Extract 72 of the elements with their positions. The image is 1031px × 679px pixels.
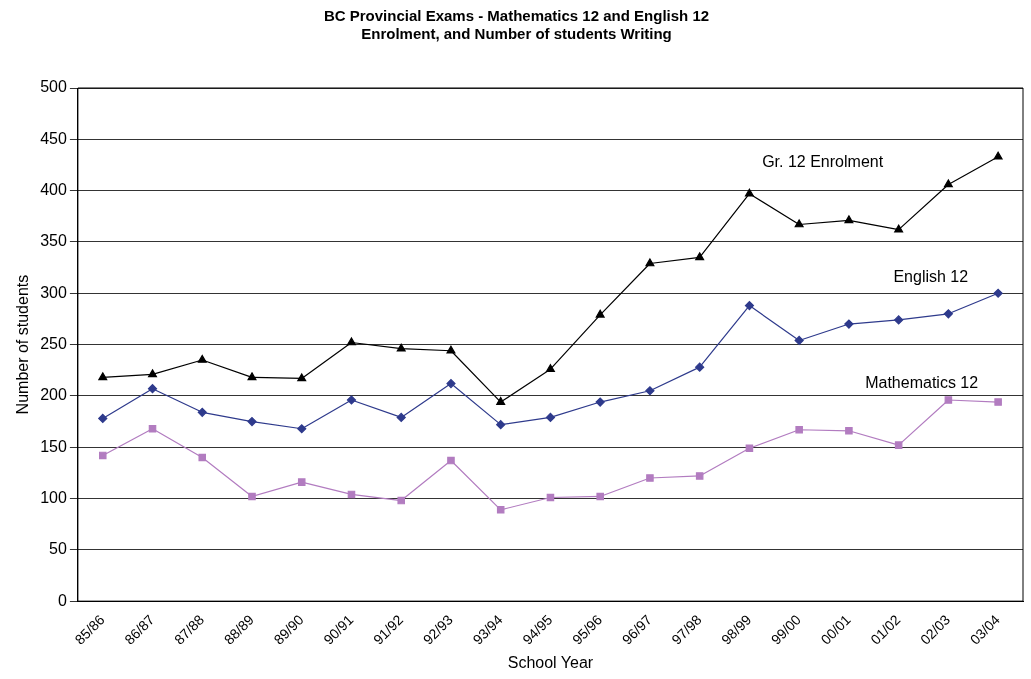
point (795, 425, 803, 434)
point (247, 372, 257, 381)
y-tick-label: 450 (40, 129, 67, 147)
point (894, 441, 903, 449)
point (844, 215, 854, 224)
point (545, 364, 555, 373)
point (197, 407, 207, 417)
point (496, 506, 505, 514)
point (446, 345, 456, 354)
y-tick-label: 200 (40, 386, 67, 404)
point (744, 188, 754, 197)
point (447, 456, 455, 465)
point (595, 397, 605, 407)
point (148, 424, 157, 433)
point (744, 300, 755, 311)
point (596, 492, 604, 501)
series-label: Mathematics 12 (865, 374, 979, 392)
point (297, 424, 307, 434)
y-tick-label: 0 (57, 591, 67, 609)
point (695, 362, 705, 372)
point (844, 319, 854, 329)
point (248, 492, 256, 501)
point (993, 151, 1003, 160)
point (346, 395, 357, 405)
y-axis-title: Number of students (14, 274, 32, 415)
x-axis-title: School Year (507, 653, 594, 671)
point (197, 354, 207, 363)
point (297, 373, 307, 382)
point (446, 378, 456, 389)
point (993, 288, 1003, 298)
point (98, 451, 107, 460)
point (595, 309, 605, 318)
y-tick-label: 400 (40, 181, 67, 199)
point (346, 337, 356, 346)
point (943, 179, 953, 188)
point (994, 398, 1002, 406)
point (496, 396, 506, 405)
point (297, 478, 306, 486)
chart-title: BC Provincial Exams - Mathematics 12 and English 12 Enrolment, and Number of students Writing (323, 7, 710, 43)
point (794, 335, 804, 346)
point (98, 413, 108, 424)
y-tick-label: 150 (40, 437, 67, 455)
y-tick-label: 50 (49, 540, 67, 558)
y-tick-label: 100 (40, 488, 67, 506)
point (396, 412, 406, 423)
point (397, 496, 405, 505)
y-tick-label: 250 (40, 334, 67, 352)
point (745, 444, 754, 453)
point (794, 219, 804, 228)
point (845, 427, 853, 435)
point (148, 369, 158, 378)
point (198, 453, 207, 462)
point (496, 420, 506, 430)
point (646, 474, 654, 482)
series-label: English 12 (893, 267, 969, 285)
point (147, 384, 158, 394)
point (545, 412, 556, 423)
point (943, 309, 953, 319)
point (247, 416, 257, 427)
point (98, 372, 108, 381)
point (396, 343, 406, 352)
y-tick-label: 300 (40, 283, 67, 301)
point (944, 396, 953, 404)
y-tick-label: 350 (40, 232, 67, 250)
point (695, 472, 704, 480)
point (695, 252, 705, 261)
y-tick-label: 500 (40, 78, 67, 96)
point (894, 224, 904, 233)
point (645, 258, 655, 267)
point (645, 386, 655, 396)
point (894, 315, 904, 325)
series-label: Gr. 12 Enrolment (762, 153, 884, 171)
